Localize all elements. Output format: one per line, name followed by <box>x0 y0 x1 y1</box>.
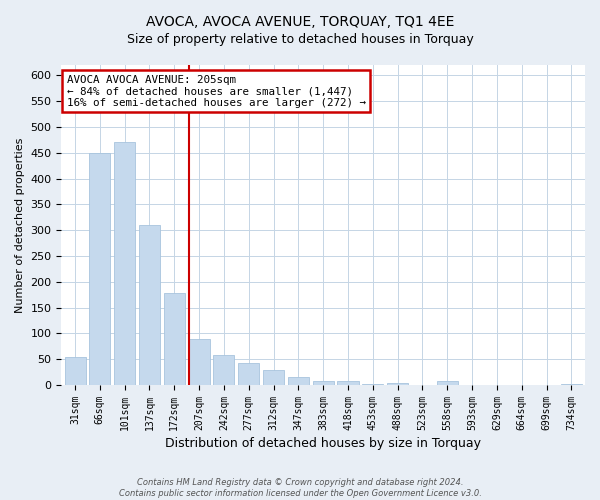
Bar <box>561 384 582 385</box>
Bar <box>238 364 259 385</box>
Y-axis label: Number of detached properties: Number of detached properties <box>15 138 25 312</box>
Text: AVOCA, AVOCA AVENUE, TORQUAY, TQ1 4EE: AVOCA, AVOCA AVENUE, TORQUAY, TQ1 4EE <box>146 15 454 29</box>
X-axis label: Distribution of detached houses by size in Torquay: Distribution of detached houses by size … <box>165 437 481 450</box>
Text: AVOCA AVOCA AVENUE: 205sqm
← 84% of detached houses are smaller (1,447)
16% of s: AVOCA AVOCA AVENUE: 205sqm ← 84% of deta… <box>67 74 365 108</box>
Bar <box>139 225 160 385</box>
Text: Contains HM Land Registry data © Crown copyright and database right 2024.
Contai: Contains HM Land Registry data © Crown c… <box>119 478 481 498</box>
Text: Size of property relative to detached houses in Torquay: Size of property relative to detached ho… <box>127 32 473 46</box>
Bar <box>437 381 458 385</box>
Bar <box>263 370 284 385</box>
Bar <box>362 384 383 385</box>
Bar <box>188 338 209 385</box>
Bar <box>387 382 408 385</box>
Bar <box>164 293 185 385</box>
Bar <box>313 382 334 385</box>
Bar <box>337 381 359 385</box>
Bar <box>114 142 135 385</box>
Bar <box>412 384 433 385</box>
Bar <box>487 384 508 385</box>
Bar <box>288 378 309 385</box>
Bar <box>214 355 235 385</box>
Bar <box>65 356 86 385</box>
Bar <box>89 153 110 385</box>
